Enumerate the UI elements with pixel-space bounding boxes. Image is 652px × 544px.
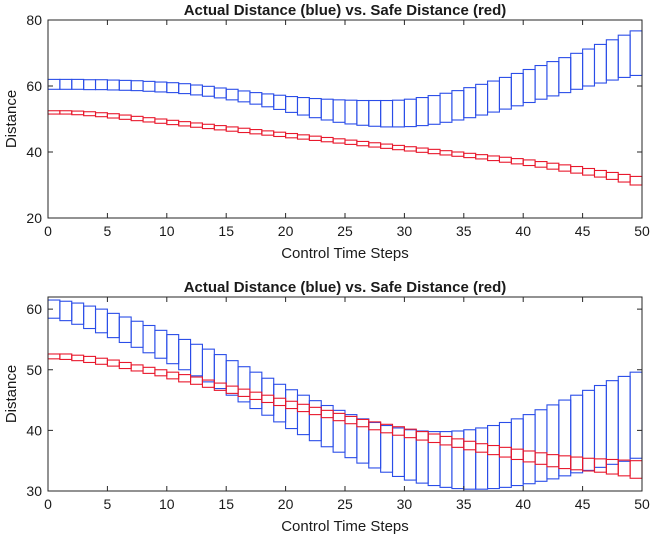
- x-tick-label: 45: [575, 496, 591, 512]
- x-tick-label: 15: [218, 496, 234, 512]
- x-tick-label: 15: [218, 223, 234, 239]
- x-tick-label: 0: [44, 223, 52, 239]
- y-axis-label: Distance: [3, 90, 20, 148]
- series-safe-distance: [47, 353, 643, 479]
- x-tick-label: 35: [456, 223, 472, 239]
- x-tick-label: 50: [634, 496, 650, 512]
- x-tick-label: 20: [278, 223, 294, 239]
- y-tick-label: 40: [26, 144, 42, 160]
- x-tick-label: 25: [337, 496, 353, 512]
- x-tick-label: 0: [44, 496, 52, 512]
- y-tick-label: 60: [26, 78, 42, 94]
- x-tick-label: 5: [104, 223, 112, 239]
- x-axis-label: Control Time Steps: [281, 245, 409, 262]
- series-actual-distance: [47, 30, 643, 128]
- y-tick-label: 60: [26, 301, 42, 317]
- x-tick-label: 35: [456, 496, 472, 512]
- x-tick-label: 20: [278, 496, 294, 512]
- x-tick-label: 50: [634, 223, 650, 239]
- y-axis-label: Distance: [3, 365, 20, 423]
- x-axis-label: Control Time Steps: [281, 518, 409, 535]
- x-tick-label: 30: [397, 496, 413, 512]
- chart-title: Actual Distance (blue) vs. Safe Distance…: [184, 2, 507, 19]
- y-tick-label: 80: [26, 12, 42, 28]
- x-tick-label: 40: [515, 496, 531, 512]
- series-actual-distance: [47, 299, 643, 490]
- y-tick-label: 40: [26, 422, 42, 438]
- chart-1: 0 5 10 15 20 25 30 35 40 45 50 20 40 60 80 Actual Dista…: [3, 2, 650, 262]
- y-tick-label: 20: [26, 210, 42, 226]
- y-tick-label: 50: [26, 362, 42, 378]
- x-tick-label: 45: [575, 223, 591, 239]
- x-tick-label: 30: [397, 223, 413, 239]
- plot-area: [48, 297, 642, 491]
- series-safe-distance: [47, 110, 643, 186]
- x-tick-label: 5: [104, 496, 112, 512]
- chart-title: Actual Distance (blue) vs. Safe Distance…: [184, 279, 507, 296]
- chart-2: 0 5 10 15 20 25 30 35 40 45 50 30 40 50 60 Actual Dista…: [3, 279, 650, 535]
- x-tick-label: 40: [515, 223, 531, 239]
- x-tick-label: 25: [337, 223, 353, 239]
- x-tick-label: 10: [159, 496, 175, 512]
- x-tick-label: 10: [159, 223, 175, 239]
- y-tick-label: 30: [26, 483, 42, 499]
